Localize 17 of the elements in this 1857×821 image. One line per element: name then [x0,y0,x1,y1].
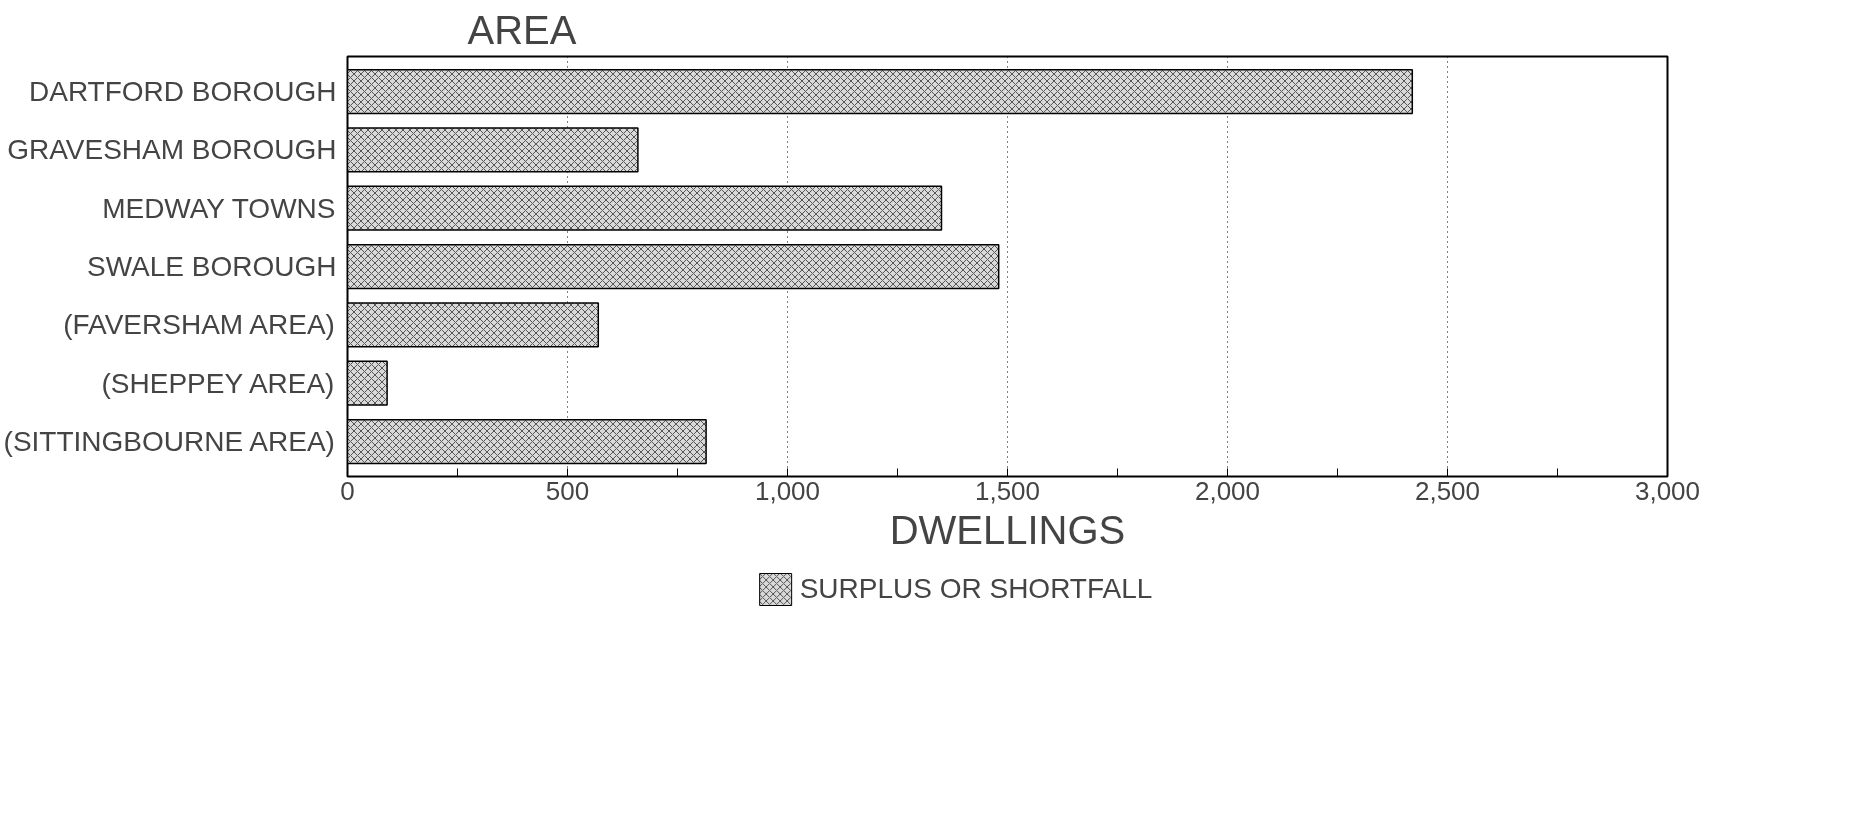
y-tick-label: SWALE BOROUGH [87,251,337,282]
y-tick-label: (FAVERSHAM AREA) [63,309,335,341]
x-tick-label: 1,000 [754,475,821,506]
x-tick-label: 0 [340,475,355,506]
x-tick-label: 1,500 [974,475,1041,506]
y-tick-label: (SHEPPEY AREA) [101,367,335,399]
x-tick-label: 2,000 [1194,475,1261,506]
x-tick-label: 3,000 [1634,475,1701,506]
y-axis-title: AREA [467,7,577,52]
y-tick-label: MEDWAY TOWNS [102,192,336,224]
x-axis-title: DWELLINGS [889,507,1126,552]
y-tick-label: (SITTINGBOURNE AREA) [3,426,335,457]
x-tick-label: 500 [545,475,590,506]
y-tick-label: GRAVESHAM BOROUGH [7,134,337,166]
y-tick-label: DARTFORD BOROUGH [29,76,337,107]
x-tick-label: 2,500 [1414,475,1481,506]
legend-label: SURPLUS OR SHORTFALL [799,573,1153,605]
